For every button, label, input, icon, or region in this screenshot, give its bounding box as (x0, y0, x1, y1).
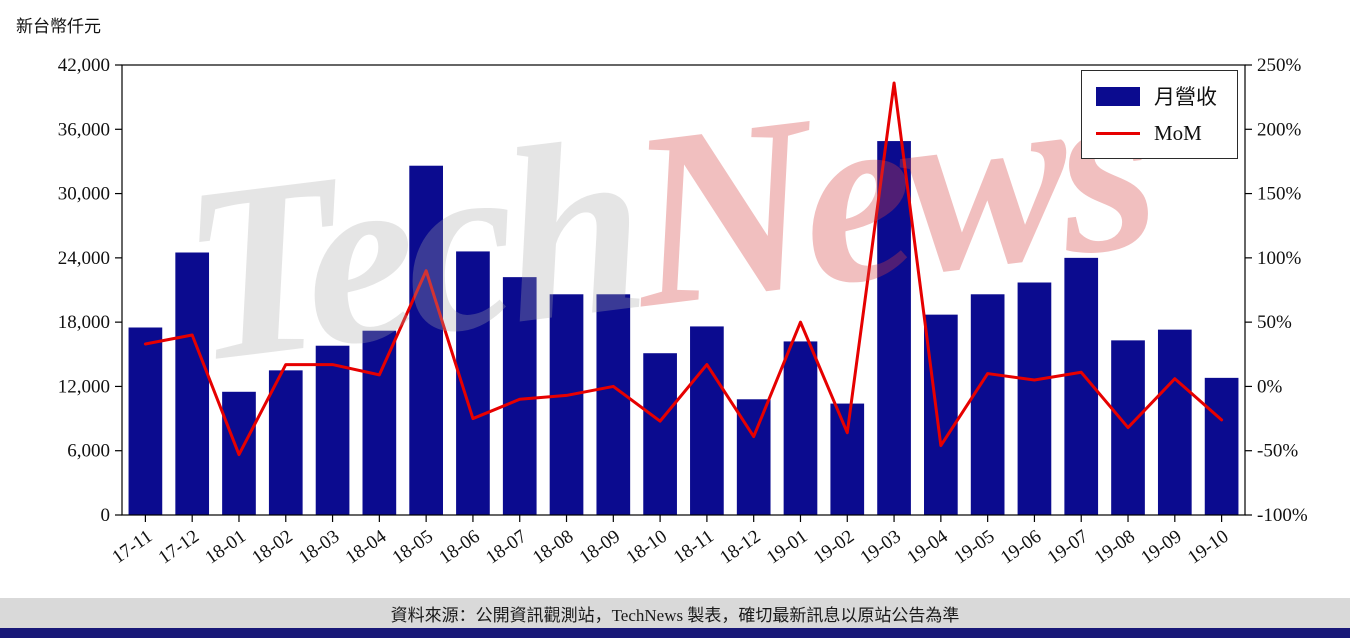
mom-line-swatch (1096, 132, 1140, 135)
legend-item-mom: MoM (1096, 121, 1217, 146)
bottom-navy-bar (0, 628, 1350, 638)
svg-text:250%: 250% (1257, 55, 1302, 76)
svg-text:50%: 50% (1257, 312, 1292, 333)
svg-text:19-06: 19-06 (997, 526, 1045, 569)
svg-text:18-02: 18-02 (248, 526, 296, 569)
svg-text:18-10: 18-10 (623, 526, 671, 569)
svg-text:19-05: 19-05 (950, 526, 998, 569)
svg-text:18-05: 18-05 (389, 526, 437, 569)
svg-text:19-03: 19-03 (857, 526, 905, 569)
svg-text:24,000: 24,000 (58, 248, 110, 269)
svg-text:12,000: 12,000 (58, 376, 110, 397)
svg-text:19-02: 19-02 (810, 526, 858, 569)
chart-legend: 月營收 MoM (1081, 70, 1238, 159)
legend-item-revenue: 月營收 (1096, 81, 1217, 111)
svg-text:30,000: 30,000 (58, 184, 110, 205)
svg-text:-100%: -100% (1257, 505, 1308, 526)
svg-text:150%: 150% (1257, 184, 1302, 205)
monthly-revenue-mom-chart: 0 6,000 12,000 18,000 24,000 30,000 36,000 42,0… (58, 55, 1308, 569)
svg-text:18-04: 18-04 (342, 526, 391, 569)
legend-label-revenue: 月營收 (1154, 85, 1217, 109)
svg-text:19-01: 19-01 (763, 526, 811, 569)
svg-text:19-07: 19-07 (1044, 526, 1092, 569)
svg-text:18-08: 18-08 (529, 526, 577, 569)
source-note-band: 資料來源：公開資訊觀測站，TechNews 製表，確切最新訊息以原站公告為準 (0, 598, 1350, 628)
svg-text:17-12: 17-12 (155, 526, 203, 569)
svg-text:18-03: 18-03 (295, 526, 343, 569)
svg-text:19-09: 19-09 (1137, 526, 1185, 569)
svg-text:18-12: 18-12 (716, 526, 764, 569)
svg-text:18-09: 18-09 (576, 526, 624, 569)
svg-text:18,000: 18,000 (58, 312, 110, 333)
legend-label-mom: MoM (1154, 121, 1202, 145)
svg-text:-50%: -50% (1257, 441, 1298, 462)
svg-text:36,000: 36,000 (58, 119, 110, 140)
svg-text:100%: 100% (1257, 248, 1302, 269)
svg-text:0%: 0% (1257, 376, 1283, 397)
svg-text:19-08: 19-08 (1091, 526, 1139, 569)
svg-text:18-01: 18-01 (201, 526, 249, 569)
svg-text:18-06: 18-06 (435, 526, 483, 569)
svg-text:6,000: 6,000 (67, 441, 110, 462)
svg-text:200%: 200% (1257, 119, 1302, 140)
revenue-bar-swatch (1096, 86, 1140, 106)
svg-text:19-04: 19-04 (903, 526, 952, 569)
svg-text:18-11: 18-11 (670, 526, 718, 568)
svg-text:42,000: 42,000 (58, 55, 110, 76)
svg-text:17-11: 17-11 (108, 526, 156, 568)
svg-text:0: 0 (101, 505, 111, 526)
left-axis-unit-label: 新台幣仟元 (16, 17, 101, 37)
svg-text:19-10: 19-10 (1184, 526, 1232, 569)
source-note-text: 資料來源：公開資訊觀測站，TechNews 製表，確切最新訊息以原站公告為準 (390, 605, 960, 625)
svg-text:18-07: 18-07 (482, 526, 530, 569)
